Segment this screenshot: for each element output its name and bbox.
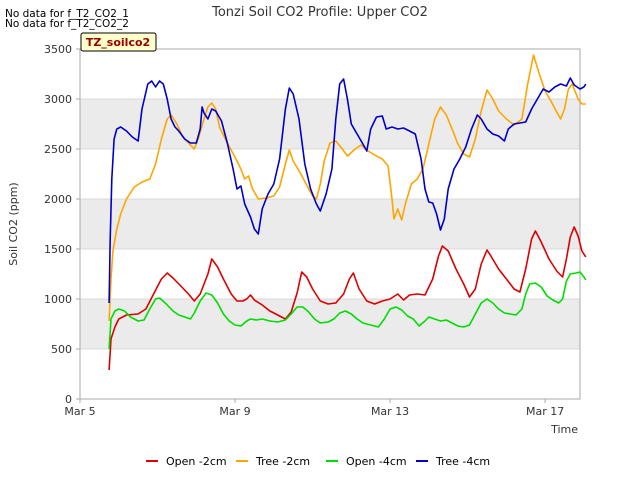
site-tag-box <box>80 32 157 52</box>
series-line-open-2cm <box>108 226 587 371</box>
series-lines <box>108 54 587 371</box>
legend-label: Tree -4cm <box>435 455 490 468</box>
background-bands <box>80 99 580 349</box>
x-tick-label: Mar 13 <box>371 405 409 418</box>
x-axis-label: Time <box>550 423 578 436</box>
series-line-tree-4cm <box>108 77 587 304</box>
y-tick-label: 2500 <box>44 143 72 156</box>
y-tick-label: 1000 <box>44 293 72 306</box>
legend-label: Open -2cm <box>166 455 227 468</box>
no-data-note-2: No data for f_T2_CO2_2 <box>5 18 129 30</box>
series-line-open-4cm <box>108 271 587 350</box>
site-tag: TZ_soilco2 <box>80 32 157 52</box>
band-0 <box>80 299 580 349</box>
y-tick-label: 500 <box>51 343 72 356</box>
band-1 <box>80 199 580 249</box>
y-tick-label: 0 <box>65 393 72 406</box>
site-tag-label: TZ_soilco2 <box>86 36 150 49</box>
legend-label: Open -4cm <box>346 455 407 468</box>
x-axis-ticks: Mar 5 Mar 9 Mar 13 Mar 17 <box>64 399 564 418</box>
no-data-note-1: No data for f_T2_CO2_1 <box>5 8 129 20</box>
y-axis-label: Soil CO2 (ppm) <box>7 182 20 265</box>
x-tick-label: Mar 5 <box>64 405 95 418</box>
x-tick-label: Mar 9 <box>219 405 250 418</box>
chart-title: Tonzi Soil CO2 Profile: Upper CO2 <box>211 5 428 20</box>
y-tick-label: 3500 <box>44 43 72 56</box>
y-tick-label: 3000 <box>44 93 72 106</box>
y-tick-label: 1500 <box>44 243 72 256</box>
y-tick-label: 2000 <box>44 193 72 206</box>
plot-frame <box>79 48 581 400</box>
y-axis-ticks: 0 500 1000 1500 2000 2500 3000 3500 <box>44 43 80 406</box>
legend-label: Tree -2cm <box>255 455 310 468</box>
x-tick-label: Mar 17 <box>526 405 564 418</box>
series-line-tree-2cm <box>108 54 586 322</box>
legend: Open -2cm Tree -2cm Open -4cm Tree -4cm <box>146 455 490 468</box>
